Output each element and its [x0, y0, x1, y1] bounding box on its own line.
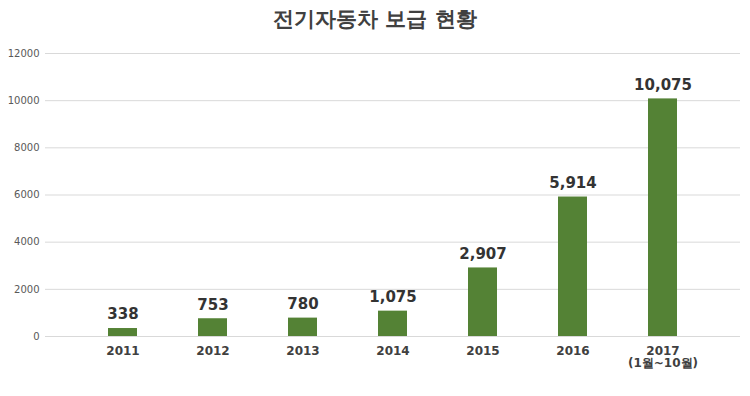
- svg-text:2015: 2015: [466, 344, 499, 358]
- svg-text:2012: 2012: [196, 344, 229, 358]
- svg-text:2017(1월~10월): 2017(1월~10월): [628, 344, 698, 370]
- svg-text:2014: 2014: [376, 344, 409, 358]
- svg-text:8000: 8000: [14, 142, 39, 153]
- svg-text:780: 780: [287, 295, 318, 313]
- html-text:전기자동차 보급 현황: 전기자동차 보급 현황: [273, 7, 477, 31]
- svg-text:338: 338: [107, 305, 138, 323]
- svg-text:2011: 2011: [106, 344, 139, 358]
- svg-text:2000: 2000: [14, 284, 39, 295]
- svg-text:2016: 2016: [556, 344, 589, 358]
- svg-text:0: 0: [33, 331, 39, 342]
- svg-text:6000: 6000: [14, 189, 39, 200]
- svg-text:1,075: 1,075: [369, 288, 416, 306]
- svg-text:4000: 4000: [14, 236, 39, 247]
- svg-text:10,075: 10,075: [634, 76, 692, 94]
- svg-text:12000: 12000: [8, 48, 40, 59]
- svg-text:10000: 10000: [8, 95, 40, 106]
- svg-text:5,914: 5,914: [549, 174, 596, 192]
- svg-text:2,907: 2,907: [459, 245, 506, 263]
- svg-text:2013: 2013: [286, 344, 319, 358]
- svg-text:753: 753: [197, 296, 228, 314]
